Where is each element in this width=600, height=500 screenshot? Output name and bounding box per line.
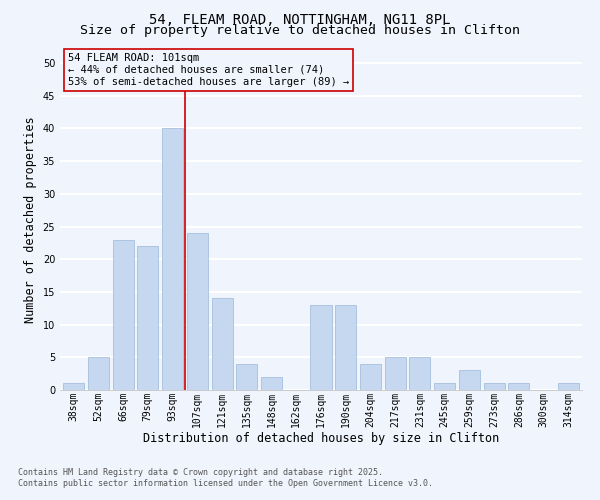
Bar xyxy=(385,358,406,390)
Bar xyxy=(88,358,109,390)
Text: Size of property relative to detached houses in Clifton: Size of property relative to detached ho… xyxy=(80,24,520,37)
Bar xyxy=(484,384,505,390)
Bar xyxy=(162,128,183,390)
Bar xyxy=(310,305,332,390)
Bar xyxy=(137,246,158,390)
Bar xyxy=(360,364,381,390)
Text: Contains HM Land Registry data © Crown copyright and database right 2025.
Contai: Contains HM Land Registry data © Crown c… xyxy=(18,468,433,487)
Bar xyxy=(236,364,257,390)
Bar xyxy=(335,305,356,390)
Bar xyxy=(508,384,529,390)
Bar xyxy=(212,298,233,390)
Bar xyxy=(187,233,208,390)
Bar xyxy=(409,358,430,390)
Bar xyxy=(434,384,455,390)
Bar xyxy=(459,370,480,390)
Bar xyxy=(113,240,134,390)
Bar xyxy=(558,384,579,390)
Y-axis label: Number of detached properties: Number of detached properties xyxy=(24,116,37,324)
Bar xyxy=(261,377,282,390)
Text: 54, FLEAM ROAD, NOTTINGHAM, NG11 8PL: 54, FLEAM ROAD, NOTTINGHAM, NG11 8PL xyxy=(149,12,451,26)
Bar xyxy=(63,384,84,390)
X-axis label: Distribution of detached houses by size in Clifton: Distribution of detached houses by size … xyxy=(143,432,499,445)
Text: 54 FLEAM ROAD: 101sqm
← 44% of detached houses are smaller (74)
53% of semi-deta: 54 FLEAM ROAD: 101sqm ← 44% of detached … xyxy=(68,54,349,86)
